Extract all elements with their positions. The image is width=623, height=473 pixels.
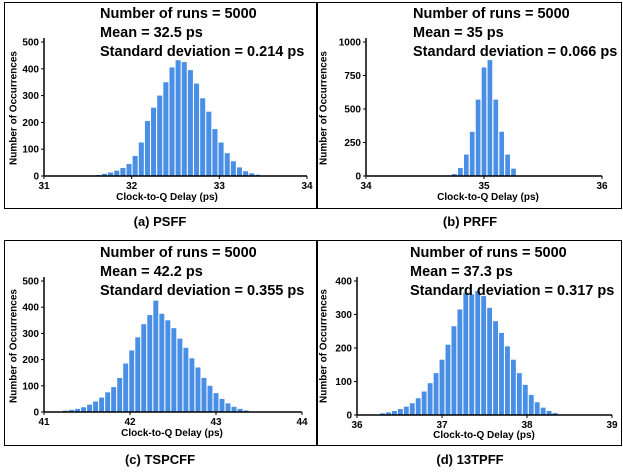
histogram-bar xyxy=(529,395,534,415)
histogram-bar xyxy=(505,346,510,415)
histogram-bar xyxy=(398,409,403,415)
histogram-bar xyxy=(451,326,456,415)
histogram-bar xyxy=(541,408,546,415)
histogram-bar xyxy=(523,385,528,415)
histogram-bar xyxy=(428,383,433,415)
histogram-bar xyxy=(463,293,468,415)
x-tick-label: 36 xyxy=(351,420,363,431)
histogram-bar xyxy=(517,373,522,415)
histogram-bar xyxy=(475,291,480,415)
x-axis-label: Clock-to-Q Delay (ps) xyxy=(433,430,535,441)
x-tick-label: 39 xyxy=(606,420,618,431)
histogram-bar xyxy=(410,403,415,415)
histogram-bar xyxy=(404,407,409,415)
histogram-bar xyxy=(493,321,498,415)
histogram-bar xyxy=(416,398,421,415)
y-tick-label: 100 xyxy=(335,377,352,388)
histogram-bar xyxy=(422,392,427,415)
histogram-bar xyxy=(511,360,516,415)
histogram-bar xyxy=(440,360,445,415)
histogram-bar xyxy=(457,309,462,415)
histogram-bar xyxy=(535,402,540,415)
stat-runs: Number of runs = 5000 xyxy=(410,244,567,263)
y-tick-label: 400 xyxy=(335,277,352,288)
stat-mean: Mean = 37.3 ps xyxy=(410,263,513,282)
histogram-bar xyxy=(499,333,504,415)
y-axis-label: Number of Occurrences xyxy=(319,289,330,403)
histogram-bar xyxy=(481,296,486,415)
histogram-bar xyxy=(446,345,451,415)
y-tick-label: 200 xyxy=(335,344,352,355)
histogram-bar xyxy=(434,373,439,415)
stat-std: Standard deviation = 0.317 ps xyxy=(410,282,614,301)
caption-13tpff: (d) 13TPFF xyxy=(320,452,620,467)
histogram-bar xyxy=(469,294,474,415)
histogram-bar xyxy=(487,308,492,415)
y-tick-label: 300 xyxy=(335,310,352,321)
